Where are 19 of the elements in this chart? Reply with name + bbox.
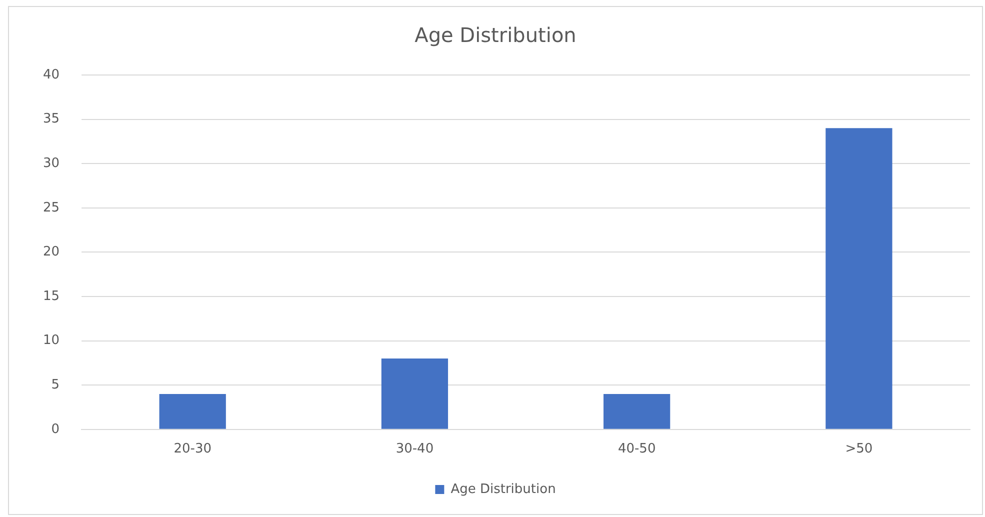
legend-label: Age Distribution xyxy=(450,482,556,497)
y-tick-label: 5 xyxy=(51,377,60,392)
bar xyxy=(826,128,892,429)
y-tick-label: 35 xyxy=(42,112,60,127)
x-tick-label: 20-30 xyxy=(174,442,212,457)
y-tick-label: 20 xyxy=(42,244,60,260)
x-tick-label: 40-50 xyxy=(618,442,656,457)
y-tick-label: 0 xyxy=(51,422,60,437)
y-tick-label: 30 xyxy=(42,156,60,171)
y-tick-label: 10 xyxy=(42,333,60,348)
y-tick-label: 15 xyxy=(42,288,60,304)
bar xyxy=(381,358,448,429)
bar xyxy=(159,394,226,429)
y-tick-label: 25 xyxy=(42,200,60,216)
bar xyxy=(604,394,670,429)
chart-title: Age Distribution xyxy=(414,23,576,48)
x-tick-label: 30-40 xyxy=(396,442,434,457)
y-tick-label: 40 xyxy=(42,67,60,82)
x-tick-label: >50 xyxy=(845,442,873,457)
